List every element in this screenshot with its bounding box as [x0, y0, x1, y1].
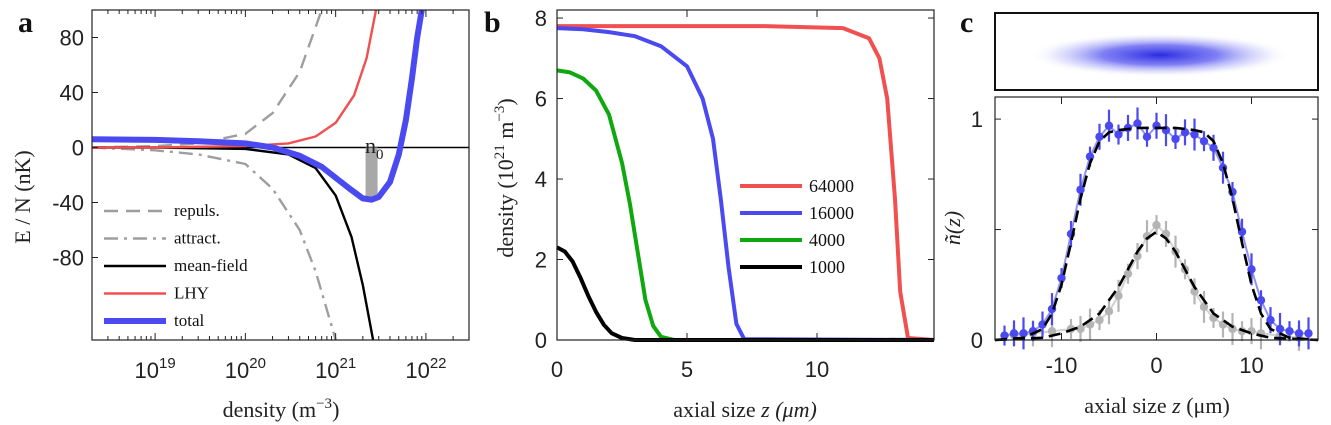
panel-c-xlabel-unit: (μm) — [1186, 393, 1230, 418]
y-tick-label: 0 — [971, 328, 983, 353]
panel-b-ylabel: density (1021 m−3) — [492, 98, 518, 257]
x-tick-label: 0 — [551, 357, 563, 382]
panel-c-xlabel-var: z — [1171, 393, 1181, 418]
atom-cloud-image — [1030, 33, 1290, 77]
density-profile-16000 — [556, 26, 935, 342]
x-tick-label: 1022 — [405, 355, 446, 383]
panel-c: c 0 1 -10 0 10 axial size z (μm) ñ(z) — [940, 6, 1319, 418]
y-tick-label: 40 — [60, 81, 84, 106]
n0-annotation: n0 — [365, 133, 384, 163]
panel-c-ylabel-arg: (z) — [940, 211, 965, 234]
x-tick-label: 1021 — [315, 355, 356, 383]
x-tick-label: 5 — [681, 357, 693, 382]
y-tick-label: 80 — [60, 26, 84, 51]
panel-b-ticks: 0 2 4 6 8 0 5 10 — [535, 6, 934, 382]
panel-a-xlabel-close: ) — [332, 397, 339, 422]
panel-a-legend: repuls. attract. mean-field LHY total — [104, 201, 248, 330]
data-connector — [1004, 122, 1309, 337]
legend-label: mean-field — [174, 256, 248, 275]
panel-c-label: c — [960, 6, 973, 39]
fit-curve — [994, 230, 1319, 342]
panel-b-xlabel-unit: (μm) — [775, 397, 817, 422]
y-tick-label: 1 — [971, 107, 983, 132]
legend-label: LHY — [174, 284, 209, 303]
panel-a-label: a — [18, 6, 33, 39]
legend-label: repuls. — [174, 201, 220, 220]
series-line-repuls — [92, 10, 323, 149]
panel-a-plot-area — [92, 10, 469, 340]
y-tick-label: 2 — [535, 248, 547, 273]
n0-annotation-text: n — [365, 133, 376, 158]
panel-a-ylabel: E / N (nK) — [10, 150, 35, 243]
density-profile-4000 — [556, 68, 934, 342]
series-line-total — [92, 10, 425, 203]
panel-c-ylabel: ñ(z) — [940, 211, 965, 245]
panel-a-xlabel-exp: −3 — [316, 396, 332, 412]
y-tick-label: 0 — [72, 136, 84, 161]
panel-b-axes-box — [556, 9, 935, 341]
n0-marker-bar — [365, 147, 378, 199]
panel-a-ticks: 80 40 0 -40 -80 1019 1020 1021 1022 — [52, 10, 470, 383]
panel-c-xlabel: axial size z (μm) — [1084, 393, 1230, 418]
panel-b-label: b — [484, 6, 501, 39]
x-tick-label: 10 — [1239, 353, 1263, 378]
y-tick-label: 8 — [535, 6, 547, 31]
panel-b-legend: 64000 16000 4000 1000 — [740, 176, 854, 277]
panel-b-ylabel-unit-open: (10 — [493, 159, 518, 188]
panel-b-lines — [556, 24, 935, 342]
series-line-attract — [92, 146, 337, 340]
x-tick-label: 0 — [1150, 353, 1162, 378]
panel-a-lines — [92, 10, 469, 340]
panel-a-xlabel-text: density (m — [223, 397, 317, 422]
panel-c-ylabel-var: ñ — [940, 234, 965, 245]
legend-label: 1000 — [809, 257, 845, 277]
y-tick-label: -40 — [52, 191, 84, 216]
y-tick-label: 6 — [535, 87, 547, 112]
legend-label: 16000 — [809, 203, 854, 223]
panel-b: b 0 2 4 6 8 0 5 10 64000 16000 4000 1000 axial siz… — [484, 6, 935, 422]
panel-c-series — [994, 107, 1319, 351]
density-profile-1000 — [556, 245, 934, 342]
x-tick-label: 1020 — [225, 355, 266, 383]
y-tick-label: 4 — [535, 167, 547, 192]
panel-a-xlabel: density (m−3) — [223, 396, 340, 422]
x-tick-label: 10 — [805, 357, 829, 382]
panel-b-ylabel-exp2: −3 — [492, 106, 508, 122]
legend-label: attract. — [174, 229, 221, 248]
density-profile-64000 — [557, 24, 935, 342]
n0-annotation-sub: 0 — [376, 147, 384, 163]
legend-label: total — [174, 311, 204, 330]
panel-c-xlabel-text: axial size — [1084, 393, 1166, 418]
legend-label: 64000 — [809, 176, 854, 196]
panel-b-xlabel-text: axial size — [673, 397, 755, 422]
x-tick-label: -10 — [1046, 353, 1078, 378]
y-tick-label: -80 — [52, 246, 84, 271]
panel-a-axes-box — [91, 9, 470, 341]
panel-b-ylabel-unit-mid: m — [493, 122, 518, 145]
y-tick-label: 0 — [535, 328, 547, 353]
panel-b-xlabel: axial size z (μm) — [673, 397, 817, 422]
panel-b-ylabel-text: density — [493, 194, 518, 258]
panel-b-xlabel-var: z — [760, 397, 770, 422]
legend-label: 4000 — [809, 230, 845, 250]
series-line-lhy — [92, 10, 378, 149]
panel-c-ticks: 0 1 -10 0 10 — [971, 97, 1318, 378]
panel-b-ylabel-unit-close: ) — [493, 98, 518, 105]
panel-b-ylabel-exp: 21 — [492, 144, 508, 159]
x-tick-label: 1019 — [135, 355, 176, 383]
fit-curve — [994, 126, 1319, 342]
